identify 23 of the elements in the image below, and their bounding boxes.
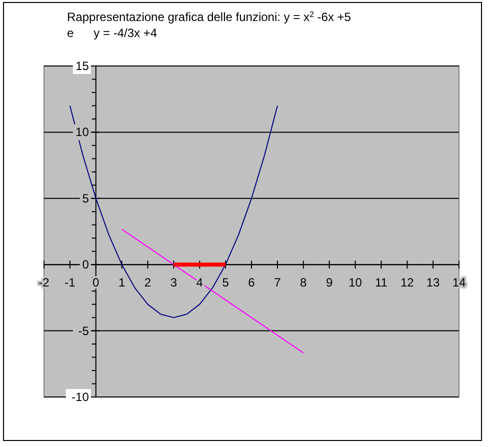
y-tick-label: 10 [76,125,90,140]
y-tick-label: 0 [82,258,90,272]
x-tick-label: 5 [222,276,230,290]
x-tick-label: 1 [118,276,126,290]
x-tick-label: 13 [426,276,440,290]
x-tick-label: 8 [300,276,308,290]
x-tick-label: 9 [326,276,333,290]
x-tick-label: 12 [400,276,414,290]
x-tick-label: -1 [64,276,76,290]
y-tick-label: 5 [82,191,90,206]
x-tick-label: 7 [274,276,282,290]
x-tick-label: -2 [38,276,50,290]
x-tick-label: 14 [452,276,466,290]
y-tick-label: -10 [72,390,90,404]
x-tick-label: 10 [348,276,362,290]
y-tick-label: -5 [78,324,90,338]
x-tick-label: 2 [144,276,152,290]
chart-subtitle: e y = -4/3x +4 [67,26,158,40]
x-tick-label: 6 [248,276,256,290]
y-tick-label: 15 [76,59,90,73]
chart-title: Rappresentazione grafica delle funzioni: y = x$^{2}$ -6x +5 [67,10,352,24]
x-tick-label: 3 [170,276,178,290]
x-tick-label: 11 [374,276,388,290]
